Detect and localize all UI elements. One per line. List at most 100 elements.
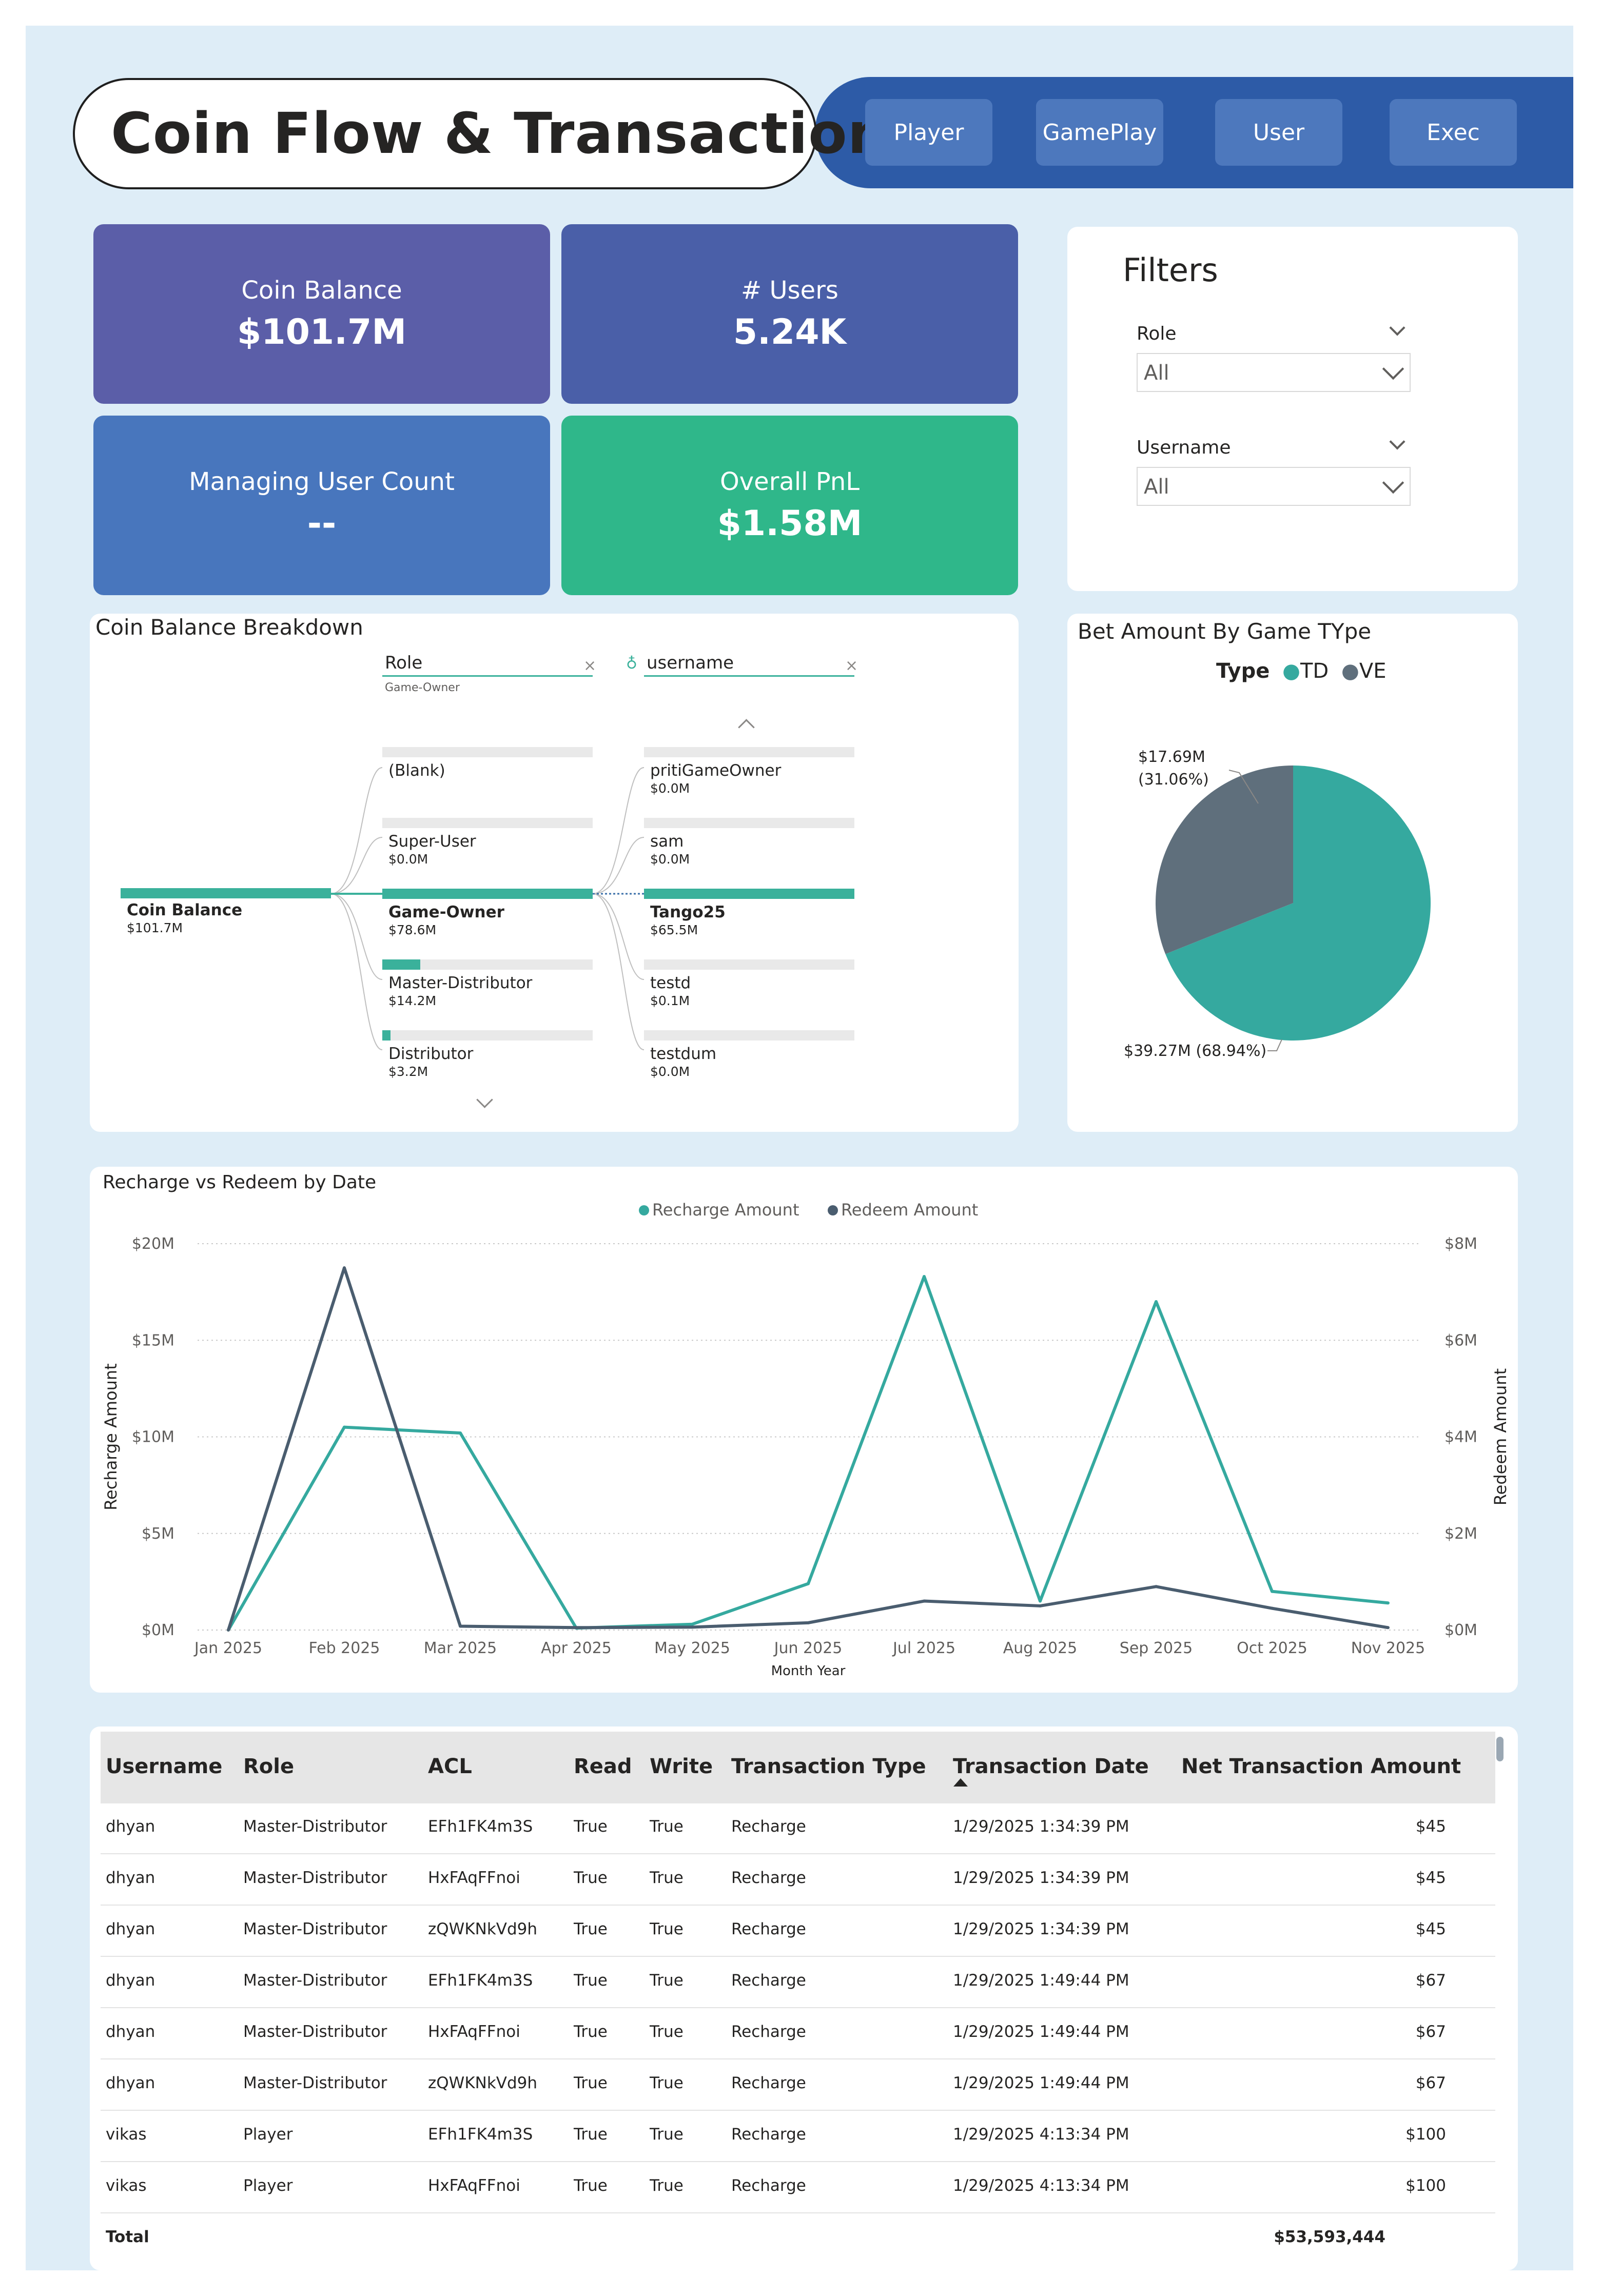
nav-button-gameplay[interactable]: GamePlay (1036, 99, 1163, 166)
pie-chart: $17.69M (31.06%) $39.27M (68.94%) (1124, 748, 1431, 1060)
table-cell-net-transaction-amount: $100 (1405, 2125, 1446, 2144)
tree-role-node-label[interactable]: Super-User (388, 832, 476, 851)
table-row-divider (101, 2007, 1495, 2008)
data-point-redeem[interactable] (343, 1266, 346, 1270)
data-point-redeem[interactable] (1271, 1606, 1274, 1610)
data-point-recharge[interactable] (459, 1431, 462, 1435)
data-point-recharge[interactable] (1271, 1589, 1274, 1593)
column-header-acl[interactable]: ACL (428, 1755, 472, 1778)
pie-slice-td[interactable] (1165, 766, 1431, 1041)
tree-user-node-label[interactable]: testd (650, 974, 691, 992)
x-tick-label: Sep 2025 (1120, 1639, 1193, 1657)
y2-tick-label: $4M (1444, 1428, 1477, 1446)
legend-recharge-dot-icon (639, 1205, 649, 1215)
tree-user-node-label[interactable]: testdum (650, 1045, 717, 1063)
tree-role-node-label[interactable]: Distributor (388, 1045, 474, 1063)
column-header-transaction-date[interactable]: Transaction Date (953, 1755, 1149, 1778)
column-header-net-transaction-amount[interactable]: Net Transaction Amount (1181, 1755, 1461, 1778)
table-cell-transaction-type: Recharge (731, 1920, 806, 1938)
nav-button-player[interactable]: Player (865, 99, 992, 166)
tree-role-node-label[interactable]: Game-Owner (388, 903, 504, 921)
tree-user-node-value: $0.1M (650, 993, 690, 1008)
tree-level2-close-icon[interactable]: × (845, 657, 858, 675)
column-header-username[interactable]: Username (106, 1755, 223, 1778)
x-tick-label: Jun 2025 (773, 1639, 843, 1657)
table-cell-role: Master-Distributor (243, 1920, 387, 1938)
title-pill: Coin Flow & Transaction (73, 78, 888, 189)
column-header-transaction-type[interactable]: Transaction Type (731, 1755, 926, 1778)
data-point-redeem[interactable] (227, 1628, 230, 1632)
data-point-redeem[interactable] (923, 1599, 926, 1603)
data-point-recharge[interactable] (1155, 1300, 1158, 1303)
pie-label-td: $39.27M (68.94%) (1124, 1042, 1266, 1060)
x-tick-label: Mar 2025 (424, 1639, 497, 1657)
table-cell-role: Master-Distributor (243, 1971, 387, 1990)
data-point-redeem[interactable] (691, 1625, 694, 1629)
username-filter-collapse-icon[interactable] (1389, 434, 1405, 450)
tree-user-node-label[interactable]: pritiGameOwner (650, 761, 782, 780)
kpi-overall-pnl-value: $1.58M (717, 503, 863, 544)
kpi-coin-balance: Coin Balance $101.7M (93, 224, 550, 404)
table-cell-net-transaction-amount: $45 (1415, 1869, 1446, 1887)
tree-user-node-bar-bg (644, 818, 854, 828)
pie-slice-ve[interactable] (1156, 766, 1293, 954)
data-point-redeem[interactable] (575, 1626, 578, 1630)
column-header-write[interactable]: Write (650, 1755, 713, 1778)
table-cell-transaction-type: Recharge (731, 2176, 806, 2195)
table-cell-acl: zQWKNkVd9h (428, 2074, 538, 2092)
line-chart-title: Recharge vs Redeem by Date (103, 1172, 377, 1193)
y-tick-label: $15M (132, 1331, 174, 1349)
tree-level2-bulb-icon[interactable]: ♁ (626, 655, 637, 673)
data-point-recharge[interactable] (923, 1275, 926, 1279)
role-filter-collapse-icon[interactable] (1389, 320, 1405, 336)
tree-role-node-value: $0.0M (388, 852, 428, 867)
tree-level1-close-icon[interactable]: × (583, 657, 597, 675)
y2-tick-label: $6M (1444, 1331, 1477, 1349)
data-point-recharge[interactable] (343, 1425, 346, 1429)
role-filter-dropdown[interactable]: All (1137, 353, 1411, 392)
data-point-recharge[interactable] (807, 1582, 810, 1585)
y-tick-label: $10M (132, 1428, 174, 1446)
column-header-read[interactable]: Read (574, 1755, 632, 1778)
data-point-redeem[interactable] (807, 1621, 810, 1624)
column-header-role[interactable]: Role (243, 1755, 295, 1778)
data-point-redeem[interactable] (1155, 1585, 1158, 1588)
tree-user-node-label[interactable]: Tango25 (650, 903, 726, 921)
legend-recharge-label: Recharge Amount (652, 1200, 799, 1220)
username-filter-dropdown[interactable]: All (1137, 467, 1411, 506)
table-scrollbar[interactable] (1496, 1737, 1504, 1761)
tree-level1-header[interactable]: Role (385, 653, 423, 673)
tree-role-node-bar (382, 889, 593, 899)
x-tick-label: Apr 2025 (541, 1639, 612, 1657)
tree-level2-header[interactable]: username (647, 653, 734, 673)
y-tick-label: $20M (132, 1235, 174, 1253)
table-cell-acl: HxFAqFFnoi (428, 1869, 520, 1887)
legend-dot-td-icon: ● (1282, 659, 1300, 683)
data-point-redeem[interactable] (1039, 1604, 1042, 1607)
table-cell-read: True (574, 2176, 608, 2195)
username-filter-label: Username (1137, 437, 1231, 458)
legend-redeem-dot-icon (828, 1205, 838, 1215)
data-point-recharge[interactable] (691, 1622, 694, 1626)
series-line-recharge[interactable] (227, 1275, 1389, 1631)
tree-role-node-label[interactable]: Master-Distributor (388, 974, 533, 992)
table-cell-role: Player (243, 2176, 293, 2195)
table-cell-read: True (574, 2023, 608, 2041)
tree-user-node-label[interactable]: sam (650, 832, 684, 851)
nav-button-user[interactable]: User (1215, 99, 1342, 166)
table-cell-username: vikas (106, 2125, 147, 2144)
nav-button-exec[interactable]: Exec (1390, 99, 1517, 166)
tree-role-node-label[interactable]: (Blank) (388, 761, 445, 780)
data-point-recharge[interactable] (1039, 1599, 1042, 1603)
data-point-redeem[interactable] (1387, 1626, 1390, 1630)
sort-ascending-icon[interactable] (953, 1778, 968, 1787)
x-tick-label: Jan 2025 (193, 1639, 262, 1657)
table-cell-transaction-type: Recharge (731, 2074, 806, 2092)
pie-legend-td: TD (1300, 659, 1329, 683)
kpi-managing-user-count-label: Managing User Count (189, 467, 455, 496)
table-cell-username: dhyan (106, 1817, 155, 1836)
data-point-redeem[interactable] (459, 1624, 462, 1628)
table-cell-transaction-type: Recharge (731, 2125, 806, 2144)
table-cell-net-transaction-amount: $67 (1415, 2074, 1446, 2092)
data-point-recharge[interactable] (1387, 1601, 1390, 1605)
